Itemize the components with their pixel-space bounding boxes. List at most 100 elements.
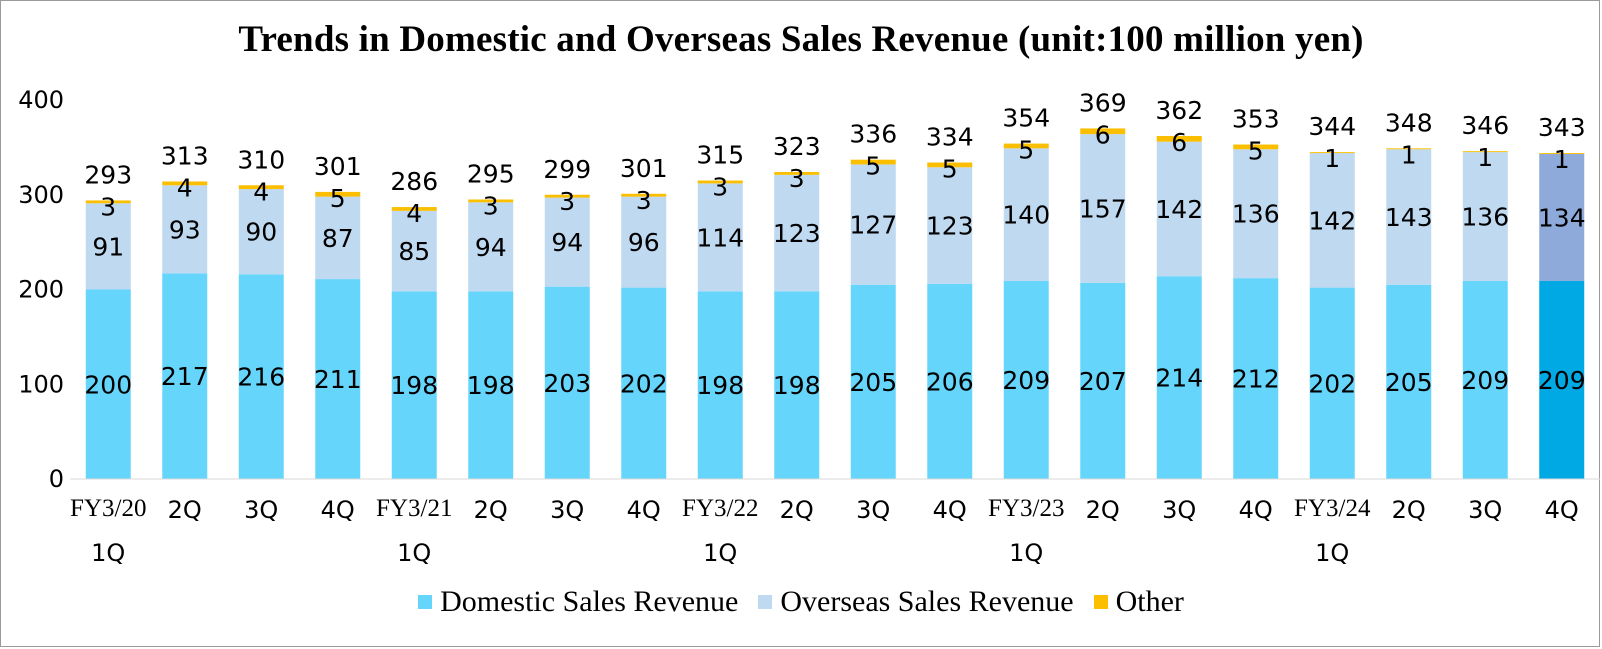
bar-segment-overseas — [1003, 148, 1049, 281]
x-tick-label-quarter: 1Q — [91, 539, 125, 567]
x-tick-label-quarter: 3Q — [1162, 496, 1196, 524]
data-label-other: 3 — [789, 164, 805, 193]
data-label-other: 1 — [1401, 140, 1417, 169]
data-label-overseas: 134 — [1538, 203, 1586, 232]
data-label-other: 4 — [406, 199, 422, 228]
data-label-other: 1 — [1477, 143, 1493, 172]
bar-segment-overseas — [850, 164, 896, 285]
bar-segment-other — [315, 191, 361, 197]
bar-segment-domestic — [391, 291, 437, 479]
data-label-other: 3 — [559, 187, 575, 216]
data-label-other: 3 — [712, 173, 728, 202]
x-tick-label-fiscal-year: FY3/24 — [1294, 495, 1371, 522]
data-label-total: 362 — [1155, 96, 1203, 125]
chart-plot: 0100200300400200913293FY3/201Q2179343132… — [18, 86, 1600, 567]
data-label-other: 3 — [636, 186, 652, 215]
bar-segment-domestic — [1386, 284, 1432, 479]
data-label-total: 354 — [1002, 104, 1050, 133]
x-tick-label-quarter: 4Q — [627, 496, 661, 524]
data-label-overseas: 90 — [245, 218, 277, 247]
data-label-overseas: 143 — [1385, 203, 1433, 232]
bar-segment-overseas — [621, 196, 667, 288]
data-label-overseas: 123 — [773, 219, 821, 248]
bar-segment-overseas — [544, 197, 590, 287]
data-label-total: 353 — [1232, 105, 1280, 134]
data-label-domestic: 200 — [84, 370, 132, 399]
bar-segment-domestic — [315, 279, 361, 479]
x-tick-label-quarter: 3Q — [856, 496, 890, 524]
bar-segment-other — [1080, 128, 1126, 135]
data-label-other: 6 — [1095, 120, 1111, 149]
data-label-domestic: 211 — [314, 365, 362, 394]
data-label-domestic: 198 — [390, 371, 438, 400]
bar-segment-other — [774, 172, 820, 175]
data-label-domestic: 202 — [1308, 369, 1356, 398]
data-label-domestic: 207 — [1079, 367, 1127, 396]
x-tick-label-quarter: 1Q — [1009, 539, 1043, 567]
data-label-total: 301 — [620, 154, 668, 183]
data-label-total: 334 — [926, 123, 974, 152]
x-tick-label-quarter: 2Q — [1392, 496, 1426, 524]
chart-title: Trends in Domestic and Overseas Sales Re… — [238, 19, 1364, 60]
bar-segment-overseas — [1233, 149, 1279, 279]
data-label-domestic: 198 — [467, 371, 515, 400]
data-label-overseas: 142 — [1155, 195, 1203, 224]
data-label-overseas: 85 — [398, 237, 430, 266]
x-tick-label-quarter: 3Q — [550, 496, 584, 524]
bar-segment-overseas — [1309, 153, 1355, 288]
bar-segment-other — [1156, 136, 1202, 142]
bar-segment-domestic — [544, 286, 590, 479]
bar-segment-overseas — [774, 174, 820, 292]
x-tick-label-quarter: 4Q — [933, 496, 967, 524]
bar-segment-other — [162, 181, 208, 186]
data-label-overseas: 127 — [849, 211, 897, 240]
x-tick-label-quarter: 2Q — [780, 496, 814, 524]
data-label-other: 1 — [1324, 144, 1340, 173]
data-label-total: 301 — [314, 152, 362, 181]
x-tick-label-quarter: 1Q — [1315, 539, 1349, 567]
x-tick-label-fiscal-year: FY3/23 — [988, 495, 1064, 522]
data-label-other: 5 — [1018, 136, 1034, 165]
x-tick-label-quarter: 4Q — [1545, 496, 1579, 524]
bar-segment-other — [927, 162, 973, 168]
bar-segment-overseas — [391, 210, 437, 292]
data-label-domestic: 214 — [1155, 364, 1203, 393]
data-label-total: 323 — [773, 132, 821, 161]
bar-segment-overseas — [85, 203, 131, 290]
data-label-total: 348 — [1385, 108, 1433, 137]
data-label-total: 286 — [390, 167, 438, 196]
data-label-other: 4 — [253, 177, 269, 206]
data-label-other: 5 — [865, 152, 881, 181]
bar-segment-domestic — [238, 274, 284, 479]
data-label-overseas: 123 — [926, 212, 974, 241]
x-tick-label-quarter: 2Q — [1086, 496, 1120, 524]
bar-segment-other — [544, 194, 590, 198]
data-label-domestic: 205 — [1385, 368, 1433, 397]
data-label-domestic: 203 — [543, 369, 591, 398]
data-label-total: 293 — [84, 160, 132, 189]
data-label-other: 4 — [177, 173, 193, 202]
bar-segment-other — [238, 185, 284, 190]
bar-segment-domestic — [774, 291, 820, 479]
x-tick-label-fiscal-year: FY3/22 — [682, 495, 758, 522]
data-label-overseas: 94 — [551, 228, 583, 257]
bar-segment-other — [1003, 143, 1049, 149]
data-label-domestic: 198 — [696, 371, 744, 400]
data-label-domestic: 216 — [237, 363, 285, 392]
data-label-overseas: 114 — [696, 223, 744, 252]
data-label-total: 344 — [1308, 112, 1356, 141]
x-tick-label-quarter: 1Q — [703, 539, 737, 567]
y-tick-label: 400 — [18, 86, 64, 114]
bar-segment-overseas — [238, 189, 284, 275]
legend-label-domestic: Domestic Sales Revenue — [440, 585, 739, 618]
x-tick-label-quarter: 1Q — [397, 539, 431, 567]
data-label-other: 6 — [1171, 128, 1187, 157]
data-label-overseas: 96 — [628, 228, 660, 257]
x-tick-label-quarter: 3Q — [1468, 496, 1502, 524]
y-tick-label: 100 — [18, 370, 64, 398]
x-tick-label-fiscal-year: FY3/20 — [70, 495, 146, 522]
data-label-domestic: 198 — [773, 371, 821, 400]
bar-segment-domestic — [468, 291, 514, 479]
data-label-overseas: 91 — [92, 232, 124, 261]
data-label-other: 3 — [100, 192, 116, 221]
